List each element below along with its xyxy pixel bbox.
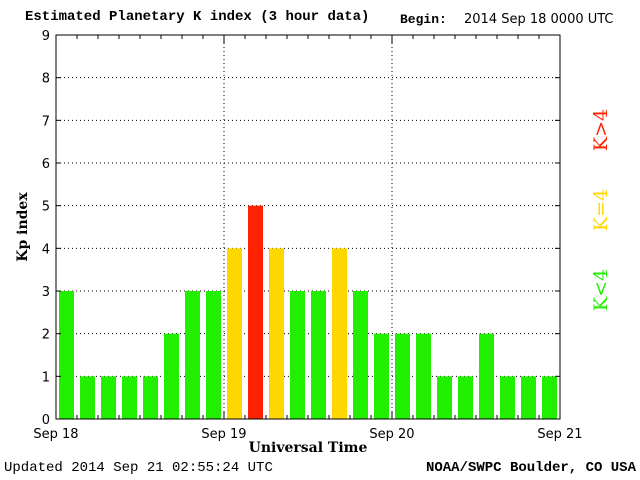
kp-bar [206,291,221,419]
y-tick-label: 8 [42,72,50,87]
y-tick-label: 0 [42,413,50,428]
x-tick-label: Sep 19 [201,427,246,442]
kp-bar [437,376,452,419]
kp-bar [101,376,116,419]
legend-item-high: K>4 [590,109,612,151]
kp-bar [143,376,158,419]
x-axis-ticks: Sep 18 Sep 19 Sep 20 Sep 21 [33,35,583,442]
kp-bar [290,291,305,419]
y-axis-ticks: 0 1 2 3 4 5 6 7 8 9 [42,29,560,428]
begin-value: 2014 Sep 18 0000 UTC [464,12,614,27]
kp-bar [122,376,137,419]
y-tick-label: 5 [42,200,50,215]
kp-bar [374,333,389,419]
kp-bar [227,248,242,419]
y-tick-label: 4 [42,242,50,257]
bars [59,205,557,419]
y-tick-label: 9 [42,29,50,44]
updated-timestamp: Updated 2014 Sep 21 02:55:24 UTC [4,460,273,476]
y-tick-label: 3 [42,285,50,300]
kp-bar [185,291,200,419]
y-tick-label: 1 [42,370,50,385]
x-tick-label: Sep 20 [369,427,414,442]
kp-bar [395,333,410,419]
legend-item-mid: K=4 [590,189,612,231]
chart-title: Estimated Planetary K index (3 hour data… [25,9,370,25]
legend-item-low: K<4 [590,269,612,311]
kp-bar [458,376,473,419]
y-tick-label: 2 [42,328,50,343]
kp-bar [500,376,515,419]
kp-bar [542,376,557,419]
grid [56,35,560,419]
kp-bar [269,248,284,419]
kp-bar [59,291,74,419]
kp-bar [80,376,95,419]
y-axis-label: Kp index [15,192,31,262]
kp-bar [248,205,263,419]
kp-bar [521,376,536,419]
begin-label: Begin: [400,12,447,27]
y-tick-label: 6 [42,157,50,172]
kp-bar [479,333,494,419]
source-credit: NOAA/SWPC Boulder, CO USA [425,460,636,476]
x-tick-label: Sep 18 [33,427,78,442]
kp-bar [332,248,347,419]
x-axis-label: Universal Time [249,440,368,456]
x-tick-label: Sep 21 [537,427,582,442]
kp-bar [311,291,326,419]
y-tick-label: 7 [42,114,50,129]
kp-bar [416,333,431,419]
kp-bar [164,333,179,419]
legend: K<4 K=4 K>4 [590,109,612,311]
kp-bar [353,291,368,419]
